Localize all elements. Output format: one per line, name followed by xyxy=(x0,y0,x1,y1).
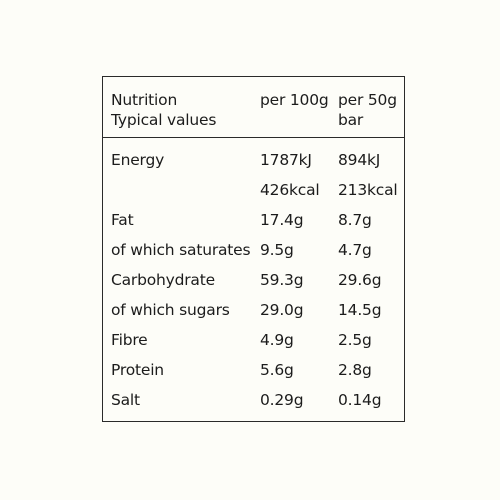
row-value-fat-50g: 8.7g xyxy=(338,211,372,229)
row-value-energy-kcal-100g: 426kcal xyxy=(260,181,320,199)
row-value-salt-50g: 0.14g xyxy=(338,391,382,409)
row-value-carbohydrate-100g: 59.3g xyxy=(260,271,304,289)
row-value-saturates-50g: 4.7g xyxy=(338,241,372,259)
row-value-fibre-50g: 2.5g xyxy=(338,331,372,349)
row-value-energy-kcal-50g: 213kcal xyxy=(338,181,398,199)
row-value-saturates-100g: 9.5g xyxy=(260,241,294,259)
row-label-energy: Energy xyxy=(111,151,165,169)
header-per-100g: per 100g xyxy=(260,91,329,109)
header-per-50g-bar: bar xyxy=(338,111,364,129)
row-value-energy-kj-50g: 894kJ xyxy=(338,151,381,169)
row-value-sugars-100g: 29.0g xyxy=(260,301,304,319)
row-value-carbohydrate-50g: 29.6g xyxy=(338,271,382,289)
header-divider xyxy=(103,137,404,138)
row-value-protein-100g: 5.6g xyxy=(260,361,294,379)
nutrition-table: Nutrition Typical values per 100g per 50… xyxy=(102,76,405,422)
header-label-nutrition: Nutrition xyxy=(111,91,178,109)
row-label-protein: Protein xyxy=(111,361,164,379)
row-label-saturates: of which saturates xyxy=(111,241,251,259)
row-label-fibre: Fibre xyxy=(111,331,148,349)
header-per-50g: per 50g xyxy=(338,91,397,109)
row-value-sugars-50g: 14.5g xyxy=(338,301,382,319)
row-value-energy-kj-100g: 1787kJ xyxy=(260,151,312,169)
row-label-carbohydrate: Carbohydrate xyxy=(111,271,215,289)
header-label-typical-values: Typical values xyxy=(111,111,217,129)
row-label-salt: Salt xyxy=(111,391,140,409)
row-value-fibre-100g: 4.9g xyxy=(260,331,294,349)
row-value-fat-100g: 17.4g xyxy=(260,211,304,229)
row-label-fat: Fat xyxy=(111,211,134,229)
row-value-salt-100g: 0.29g xyxy=(260,391,304,409)
row-label-sugars: of which sugars xyxy=(111,301,230,319)
row-value-protein-50g: 2.8g xyxy=(338,361,372,379)
